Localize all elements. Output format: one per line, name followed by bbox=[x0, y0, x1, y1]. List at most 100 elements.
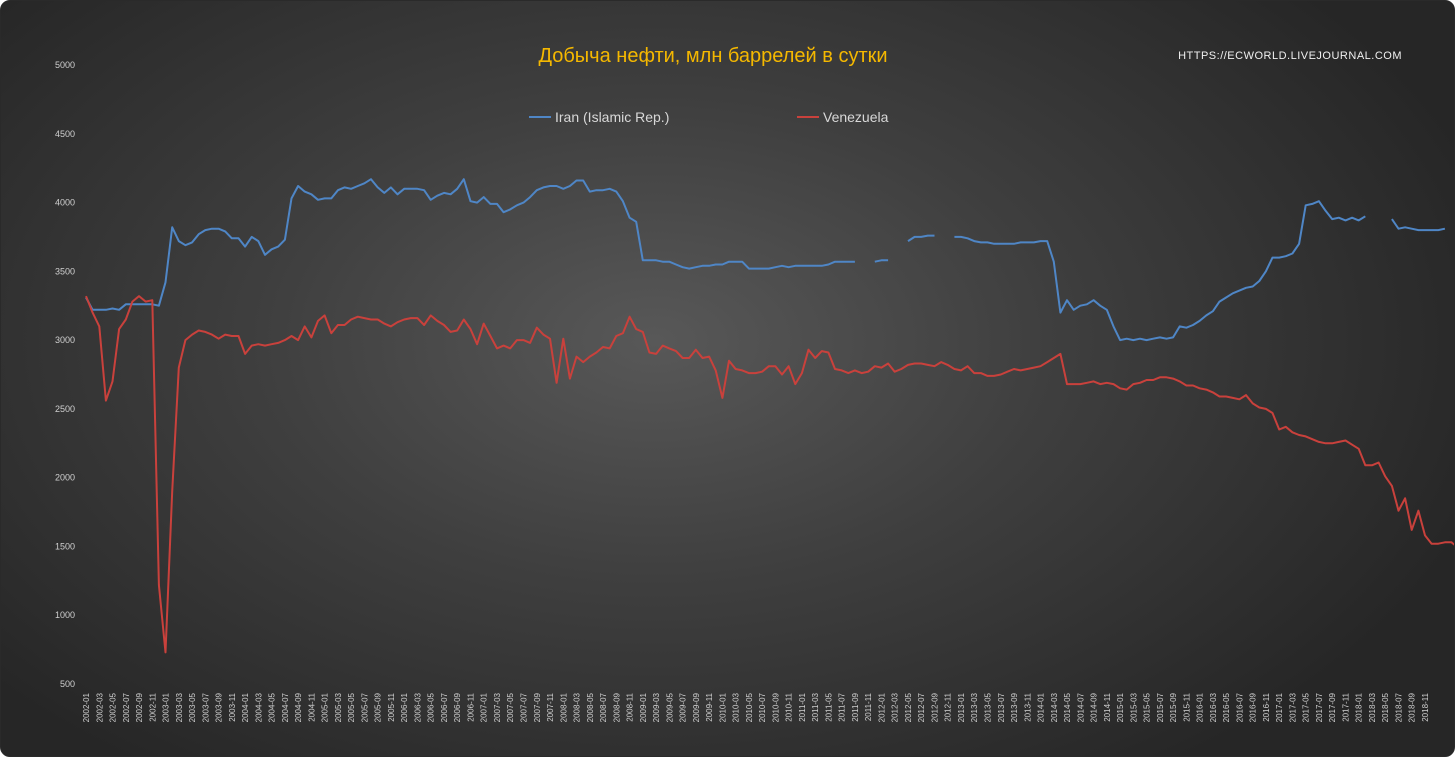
x-tick-label: 2003-05 bbox=[188, 692, 197, 722]
x-tick-label: 2004-07 bbox=[281, 692, 290, 722]
x-tick-label: 2015-03 bbox=[1129, 692, 1138, 722]
x-tick-label: 2014-09 bbox=[1090, 692, 1099, 722]
x-tick-label: 2012-05 bbox=[904, 692, 913, 722]
chart-title: Добыча нефти, млн баррелей в сутки bbox=[538, 45, 888, 67]
series-line-venezuela bbox=[85, 295, 1454, 654]
y-tick-label: 1000 bbox=[55, 610, 75, 620]
x-tick-label: 2002-09 bbox=[135, 692, 144, 722]
x-tick-label: 2006-09 bbox=[453, 692, 462, 722]
x-tick-label: 2008-07 bbox=[599, 692, 608, 722]
x-tick-label: 2009-07 bbox=[679, 692, 688, 722]
x-tick-label: 2008-11 bbox=[626, 692, 635, 721]
x-tick-label: 2007-01 bbox=[480, 692, 489, 722]
legend-label-iran: Iran (Islamic Rep.) bbox=[555, 109, 670, 125]
x-tick-label: 2005-03 bbox=[334, 692, 343, 722]
x-tick-label: 2009-11 bbox=[705, 692, 714, 721]
x-tick-label: 2011-01 bbox=[798, 692, 807, 721]
x-tick-label: 2017-09 bbox=[1328, 692, 1337, 722]
x-tick-label: 2015-01 bbox=[1116, 692, 1125, 722]
x-tick-label: 2012-09 bbox=[930, 692, 939, 722]
y-tick-label: 2500 bbox=[55, 404, 75, 414]
series-line-iran bbox=[85, 178, 1446, 342]
x-tick-label: 2018-07 bbox=[1394, 692, 1403, 722]
x-tick-label: 2010-03 bbox=[732, 692, 741, 722]
x-tick-label: 2007-05 bbox=[506, 692, 515, 722]
x-tick-label: 2002-03 bbox=[95, 692, 104, 722]
x-tick-label: 2008-05 bbox=[586, 692, 595, 722]
x-tick-label: 2006-05 bbox=[427, 692, 436, 722]
x-tick-label: 2018-05 bbox=[1381, 692, 1390, 722]
x-tick-label: 2012-07 bbox=[917, 692, 926, 722]
x-tick-label: 2016-07 bbox=[1235, 692, 1244, 722]
x-tick-label: 2017-03 bbox=[1288, 692, 1297, 722]
x-tick-label: 2013-07 bbox=[997, 692, 1006, 722]
legend-item-venezuela: Venezuela bbox=[797, 109, 888, 125]
x-tick-label: 2018-09 bbox=[1408, 692, 1417, 722]
x-tick-label: 2014-03 bbox=[1050, 692, 1059, 722]
x-tick-label: 2011-07 bbox=[838, 692, 847, 721]
x-tick-label: 2011-05 bbox=[824, 692, 833, 721]
y-tick-label: 4500 bbox=[55, 129, 75, 139]
x-tick-label: 2015-05 bbox=[1143, 692, 1152, 722]
x-tick-label: 2010-11 bbox=[785, 692, 794, 721]
x-tick-label: 2007-09 bbox=[533, 692, 542, 722]
x-tick-label: 2011-03 bbox=[811, 692, 820, 721]
legend-label-venezuela: Venezuela bbox=[823, 109, 889, 125]
x-tick-label: 2007-11 bbox=[546, 692, 555, 721]
y-tick-label: 500 bbox=[60, 679, 75, 689]
legend-item-iran: Iran (Islamic Rep.) bbox=[529, 109, 669, 125]
x-tick-label: 2016-09 bbox=[1249, 692, 1258, 722]
x-tick-label: 2016-03 bbox=[1209, 692, 1218, 722]
x-tick-label: 2002-07 bbox=[122, 692, 131, 722]
x-tick-label: 2014-01 bbox=[1037, 692, 1046, 722]
x-tick-label: 2003-07 bbox=[201, 692, 210, 722]
x-tick-label: 2005-01 bbox=[321, 692, 330, 722]
y-tick-label: 5000 bbox=[55, 60, 75, 70]
x-tick-label: 2003-11 bbox=[228, 692, 237, 721]
x-tick-label: 2012-01 bbox=[877, 692, 886, 722]
x-tick-label: 2007-03 bbox=[493, 692, 502, 722]
x-tick-label: 2004-05 bbox=[268, 692, 277, 722]
legend-swatch-venezuela bbox=[797, 116, 819, 118]
x-tick-label: 2006-01 bbox=[400, 692, 409, 722]
x-tick-label: 2006-03 bbox=[413, 692, 422, 722]
x-tick-label: 2010-09 bbox=[771, 692, 780, 722]
y-tick-label: 3500 bbox=[55, 266, 75, 276]
x-tick-label: 2003-03 bbox=[175, 692, 184, 722]
x-tick-label: 2005-09 bbox=[374, 692, 383, 722]
x-tick-label: 2015-07 bbox=[1156, 692, 1165, 722]
y-tick-label: 1500 bbox=[55, 541, 75, 551]
source-url-label: HTTPS://ECWORLD.LIVEJOURNAL.COM bbox=[1178, 50, 1402, 62]
x-tick-label: 2017-07 bbox=[1315, 692, 1324, 722]
x-tick-label: 2014-05 bbox=[1063, 692, 1072, 722]
legend-swatch-iran bbox=[529, 116, 551, 118]
x-tick-label: 2018-11 bbox=[1421, 692, 1430, 721]
y-tick-label: 4000 bbox=[55, 198, 75, 208]
x-tick-label: 2018-03 bbox=[1368, 692, 1377, 722]
x-tick-label: 2009-01 bbox=[639, 692, 648, 722]
x-tick-label: 2002-05 bbox=[109, 692, 118, 722]
x-tick-label: 2014-11 bbox=[1103, 692, 1112, 721]
x-tick-label: 2004-03 bbox=[254, 692, 263, 722]
x-tick-label: 2010-05 bbox=[745, 692, 754, 722]
x-tick-label: 2002-11 bbox=[148, 692, 157, 721]
x-tick-label: 2010-07 bbox=[758, 692, 767, 722]
x-tick-label: 2003-01 bbox=[162, 692, 171, 722]
x-tick-label: 2008-03 bbox=[573, 692, 582, 722]
x-tick-label: 2009-09 bbox=[692, 692, 701, 722]
x-tick-label: 2009-03 bbox=[652, 692, 661, 722]
x-tick-label: 2004-11 bbox=[307, 692, 316, 721]
x-tick-label: 2016-11 bbox=[1262, 692, 1271, 721]
x-tick-label: 2013-11 bbox=[1023, 692, 1032, 721]
x-tick-label: 2009-05 bbox=[665, 692, 674, 722]
x-tick-label: 2004-01 bbox=[241, 692, 250, 722]
x-tick-label: 2010-01 bbox=[718, 692, 727, 722]
x-tick-label: 2017-05 bbox=[1302, 692, 1311, 722]
x-tick-label: 2014-07 bbox=[1076, 692, 1085, 722]
x-tick-label: 2013-09 bbox=[1010, 692, 1019, 722]
y-tick-label: 3000 bbox=[55, 335, 75, 345]
x-tick-label: 2005-07 bbox=[360, 692, 369, 722]
x-tick-label: 2017-11 bbox=[1341, 692, 1350, 721]
